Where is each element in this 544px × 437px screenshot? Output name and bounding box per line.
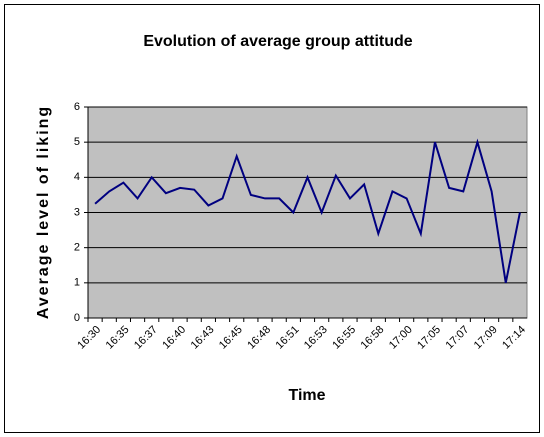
y-tick-label: 2: [74, 242, 80, 254]
x-axis-label: Time: [288, 387, 325, 404]
chart-title: Evolution of average group attitude: [143, 33, 412, 50]
data-line: [94, 138, 521, 284]
y-tick-label: 0: [74, 312, 80, 324]
y-tick-label: 3: [74, 206, 80, 218]
y-axis-label: Average level of liking: [35, 105, 52, 319]
y-tick-label: 6: [74, 101, 80, 113]
y-tick-label: 1: [74, 277, 80, 289]
y-tick-label: 5: [74, 136, 80, 148]
y-tick-label: 4: [74, 171, 80, 183]
